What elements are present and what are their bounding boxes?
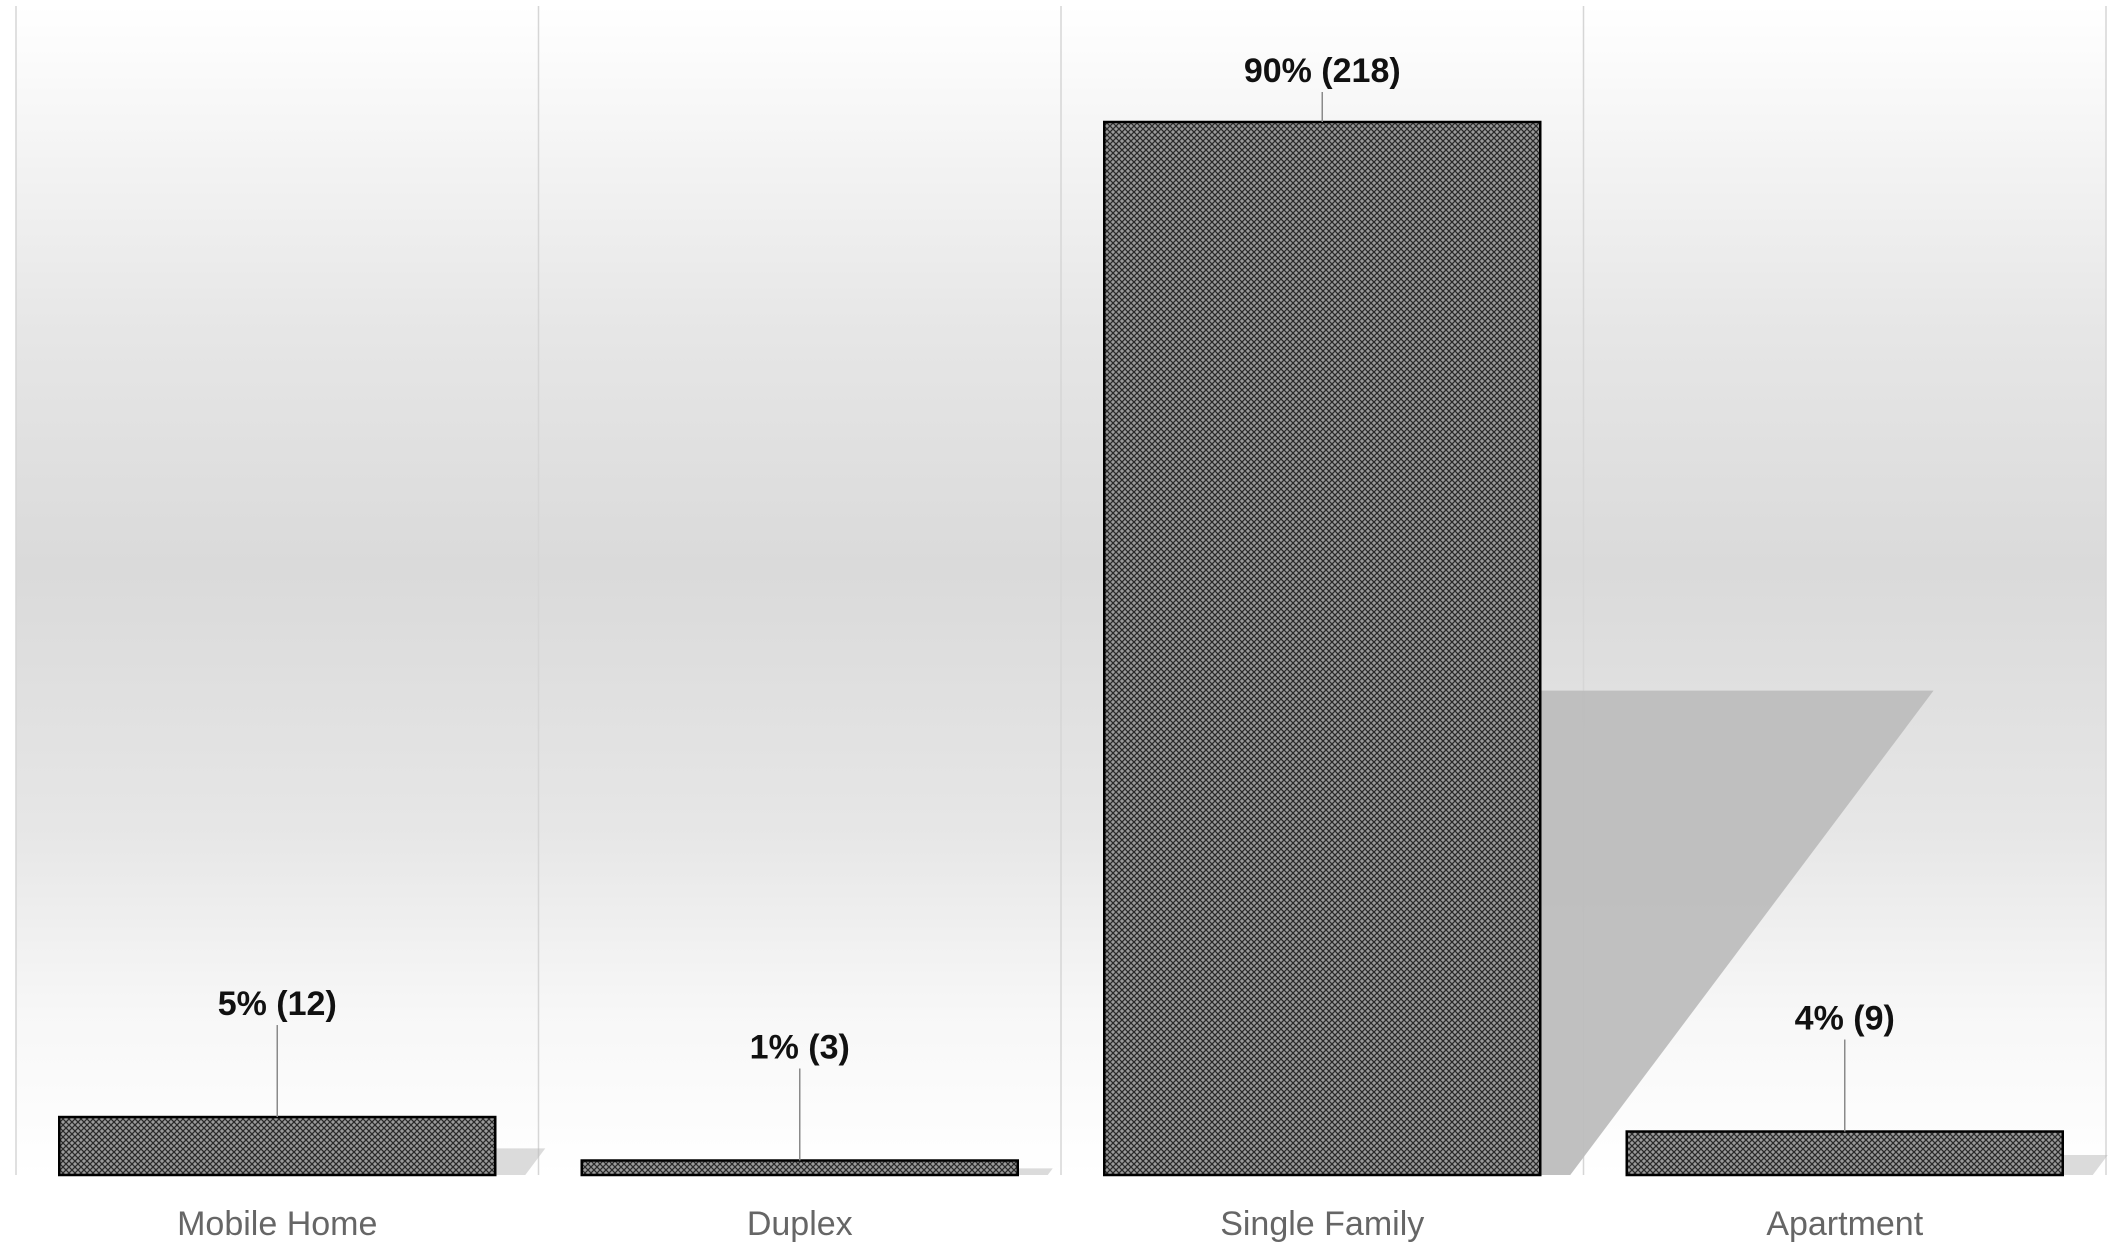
data-labels: 5% (12) 1% (3) 90% (218) 4% (9) — [218, 52, 1895, 1067]
bar-single-family — [1103, 120, 1542, 1177]
category-label-2: Single Family — [1220, 1205, 1424, 1243]
category-labels: Mobile Home Duplex Single Family Apartment — [177, 1205, 1924, 1243]
bar-shadow-3 — [2062, 1155, 2108, 1175]
category-label-3: Apartment — [1766, 1205, 1923, 1243]
bar-mobile-home — [58, 1115, 497, 1177]
data-label-0: 5% (12) — [218, 985, 337, 1023]
bar-shadow-2 — [1540, 690, 1934, 1175]
data-label-3: 4% (9) — [1795, 1000, 1895, 1038]
leader-lines — [276, 92, 1846, 1161]
bar-shadows — [495, 690, 2108, 1175]
bar-apartment — [1625, 1130, 2064, 1177]
category-label-1: Duplex — [747, 1205, 853, 1243]
bar-shadow-1 — [1017, 1168, 1053, 1175]
bar-shadow-0 — [495, 1148, 546, 1175]
data-label-2: 90% (218) — [1244, 52, 1401, 90]
data-label-1: 1% (3) — [750, 1029, 850, 1067]
bars — [58, 120, 2064, 1177]
bar-duplex — [580, 1159, 1019, 1177]
category-label-0: Mobile Home — [177, 1205, 377, 1243]
